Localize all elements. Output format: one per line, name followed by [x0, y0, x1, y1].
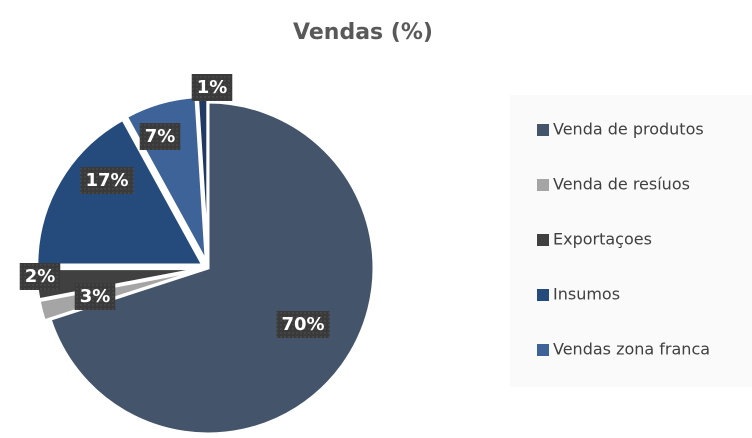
- data-label-box: [139, 123, 181, 150]
- legend-box: [510, 95, 752, 387]
- data-label-box: [191, 74, 233, 101]
- data-label: 2%: [25, 266, 56, 287]
- data-label-box: [276, 311, 330, 338]
- legend-label: Vendas zona franca: [553, 340, 710, 359]
- legend-label: Exportaçoes: [553, 230, 652, 249]
- pie-slice: [48, 100, 376, 436]
- data-label: 7%: [145, 126, 176, 147]
- data-label: 17%: [85, 170, 128, 191]
- legend-label: Venda de produtos: [553, 120, 704, 139]
- legend-swatch: [537, 234, 549, 246]
- legend-swatch: [537, 344, 549, 356]
- data-label-box: [19, 263, 61, 290]
- data-label: 3%: [80, 286, 111, 307]
- data-label: 1%: [197, 77, 228, 98]
- data-label-box: [74, 283, 116, 310]
- legend-swatch: [537, 289, 549, 301]
- legend-swatch: [537, 124, 549, 136]
- chart-title: Vendas (%): [293, 20, 433, 45]
- legend-label: Venda de resíuos: [553, 175, 690, 194]
- data-label-box: [80, 167, 134, 194]
- legend-swatch: [537, 179, 549, 191]
- legend-label: Insumos: [553, 285, 620, 304]
- data-label: 70%: [281, 314, 324, 335]
